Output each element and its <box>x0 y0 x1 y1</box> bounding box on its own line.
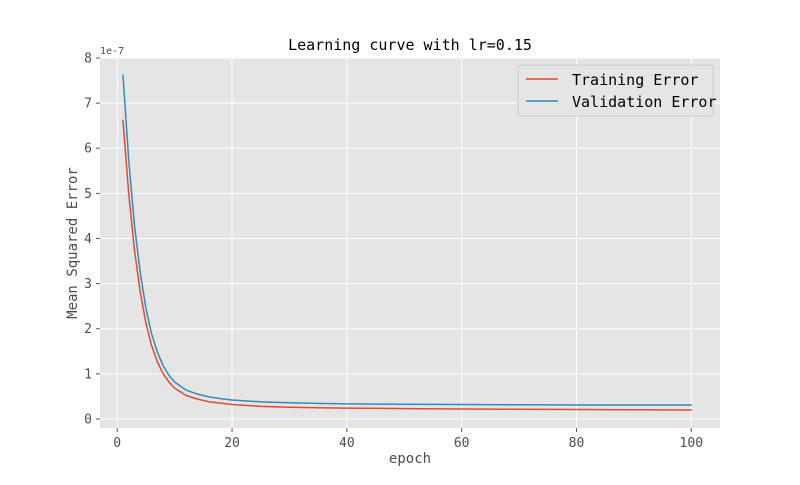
y-axis-ticks: 0 1 2 3 4 5 6 7 8 <box>84 52 100 427</box>
series-lines <box>122 74 693 411</box>
chart-title: Learning curve with lr=0.15 <box>288 36 532 54</box>
y-tick-label: 3 <box>84 277 92 292</box>
grid <box>100 57 720 428</box>
x-tick-label: 100 <box>680 436 703 451</box>
y-tick-label: 4 <box>84 232 92 247</box>
legend-label-validation: Validation Error <box>572 93 717 111</box>
y-tick-label: 6 <box>84 142 92 157</box>
x-tick-label: 20 <box>224 436 240 451</box>
series-line-training-error <box>122 119 693 411</box>
y-tick-label: 8 <box>84 52 92 67</box>
y-tick-label: 2 <box>84 322 92 337</box>
legend: Training Error Validation Error <box>517 64 717 117</box>
x-tick-label: 0 <box>113 436 121 451</box>
legend-label-training: Training Error <box>572 71 698 89</box>
x-axis-ticks: 0 20 40 60 80 100 <box>113 428 703 451</box>
x-axis-label: epoch <box>389 451 431 467</box>
x-tick-label: 80 <box>569 436 585 451</box>
y-tick-label: 7 <box>84 97 92 112</box>
y-tick-label: 0 <box>84 412 92 427</box>
x-tick-label: 60 <box>454 436 470 451</box>
y-tick-label: 5 <box>84 187 92 202</box>
series-line-validation-error <box>122 74 693 406</box>
y-axis-label: Mean Squared Error <box>65 167 81 319</box>
plot-area <box>100 58 720 428</box>
legend-box <box>517 64 714 117</box>
y-tick-label: 1 <box>84 367 92 382</box>
y-axis-offset-label: 1e-7 <box>100 46 124 57</box>
x-tick-label: 40 <box>339 436 355 451</box>
